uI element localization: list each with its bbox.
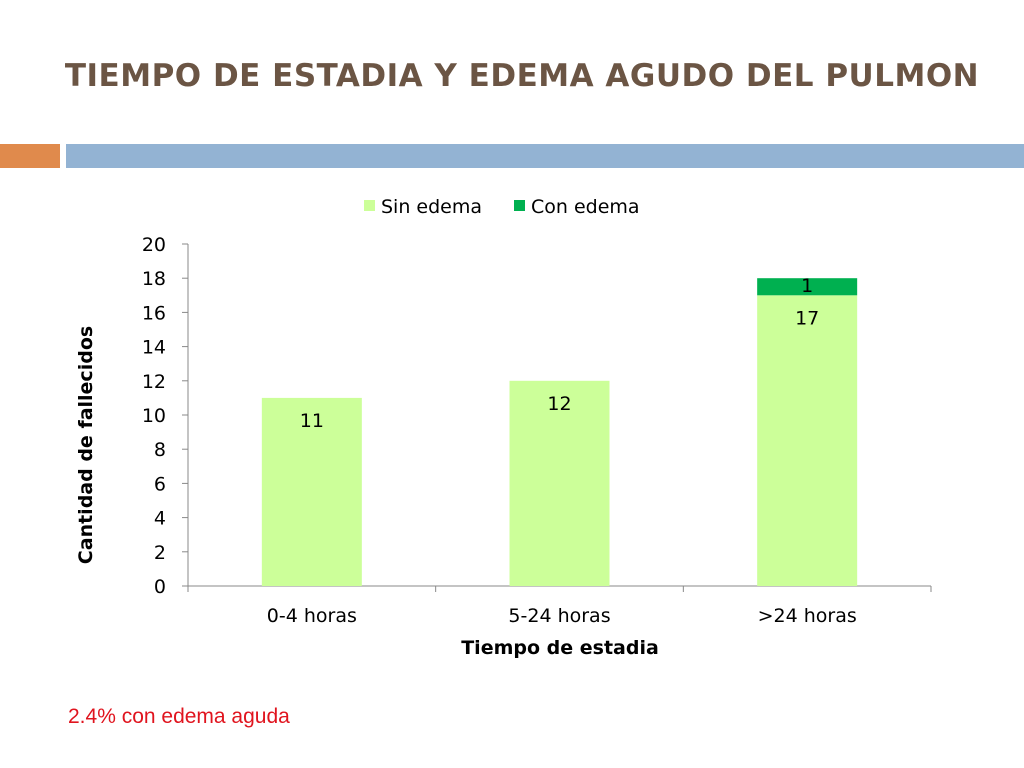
accent-bar-blue bbox=[66, 144, 1024, 168]
x-axis-title: Tiempo de estadia bbox=[461, 637, 659, 659]
data-label: 11 bbox=[300, 410, 324, 432]
y-tick-label: 18 bbox=[142, 268, 166, 290]
y-tick-label: 4 bbox=[154, 508, 166, 530]
slide-title: TIEMPO DE ESTADIA Y EDEMA AGUDO DEL PULM… bbox=[64, 58, 980, 94]
bar-con-edema bbox=[757, 278, 858, 296]
data-label: 1 bbox=[801, 275, 813, 297]
data-label: 12 bbox=[547, 393, 571, 415]
y-tick-label: 0 bbox=[154, 576, 166, 598]
y-tick-label: 6 bbox=[154, 473, 166, 495]
chart-data-labels: 11 12 17 1 bbox=[300, 275, 820, 432]
bar-sin-edema bbox=[757, 295, 858, 586]
legend-swatch bbox=[364, 200, 375, 211]
y-tick-label: 16 bbox=[142, 302, 166, 324]
y-tick-label: 14 bbox=[142, 337, 166, 359]
footnote: 2.4% con edema aguda bbox=[68, 705, 290, 728]
chart-bars bbox=[261, 278, 858, 586]
y-tick-label: 10 bbox=[142, 405, 166, 427]
accent-bar-orange bbox=[0, 144, 60, 168]
y-tick-label: 20 bbox=[142, 234, 166, 256]
y-axis-title: Cantidad de fallecidos bbox=[75, 326, 97, 564]
chart-legend: Sin edema Con edema bbox=[364, 196, 640, 218]
y-tick-label: 2 bbox=[154, 542, 166, 564]
legend-label: Sin edema bbox=[381, 196, 482, 218]
legend-swatch bbox=[514, 200, 525, 211]
bar-sin-edema bbox=[509, 380, 610, 586]
bar-sin-edema bbox=[261, 397, 362, 586]
chart-axes: 0 2 4 6 8 10 12 14 16 18 20 0-4 horas 5-24 horas >24 … bbox=[142, 234, 932, 627]
data-label: 17 bbox=[795, 307, 819, 329]
y-tick-label: 8 bbox=[154, 439, 166, 461]
x-tick-label: 0-4 horas bbox=[267, 605, 357, 627]
x-tick-label: >24 horas bbox=[758, 605, 857, 627]
x-tick-label: 5-24 horas bbox=[508, 605, 610, 627]
y-tick-label: 12 bbox=[142, 371, 166, 393]
legend-label: Con edema bbox=[531, 196, 640, 218]
